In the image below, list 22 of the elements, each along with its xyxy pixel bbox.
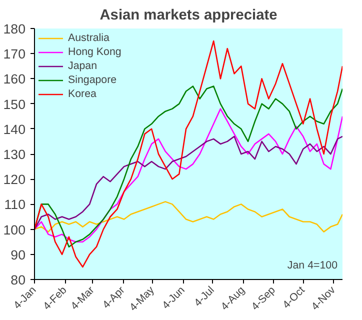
y-tick-label: 110 (4, 197, 26, 212)
y-tick-label: 120 (3, 172, 26, 188)
line-series (34, 108, 342, 242)
annotation: Jan 4=100 (287, 260, 338, 272)
legend-label: Australia (68, 32, 110, 44)
legend-label: Korea (68, 88, 96, 100)
y-tick-label: 90 (10, 247, 26, 262)
legend-label: Hong Kong (68, 46, 122, 58)
legend-label: Japan (68, 60, 98, 72)
y-tick-label: 140 (3, 122, 26, 137)
y-tick-label: 130 (3, 147, 26, 162)
y-tick-label: 180 (3, 22, 26, 36)
y-tick-label: 100 (3, 222, 26, 238)
y-tick-label: 160 (3, 72, 26, 87)
line-series (34, 40, 342, 268)
line-series (34, 136, 342, 230)
legend-label: Singapore (68, 74, 117, 86)
y-tick-label: 150 (3, 96, 26, 112)
line-series (34, 201, 342, 232)
y-tick-label: 80 (10, 272, 26, 288)
y-tick-label: 170 (3, 46, 26, 62)
chart-title: Asian markets appreciate (100, 8, 278, 24)
